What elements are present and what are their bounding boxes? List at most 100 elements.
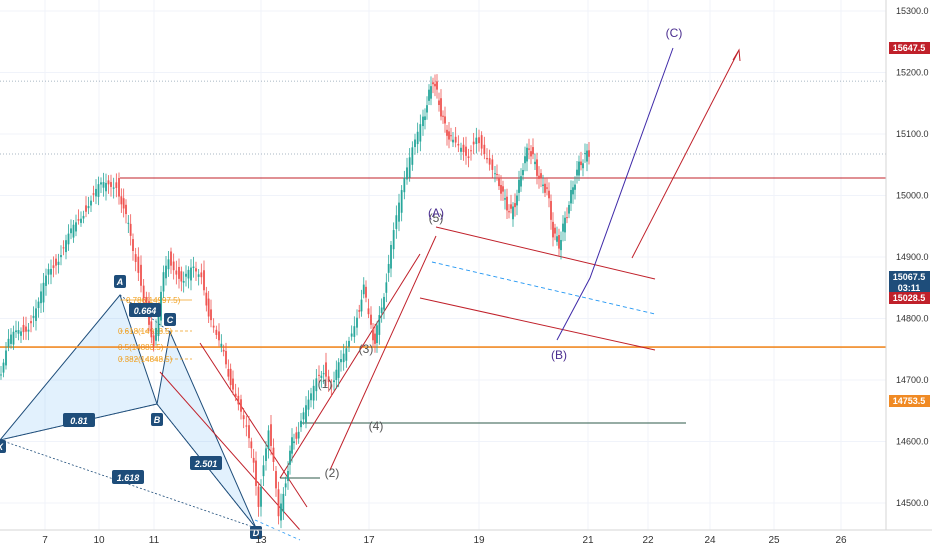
projection-arrow-line — [631, 51, 739, 259]
candle-body — [428, 89, 430, 101]
candle-body — [110, 182, 112, 187]
candle-body — [215, 329, 218, 335]
candle-body — [10, 334, 12, 344]
candle-body — [434, 83, 436, 87]
pattern-ratio-badge — [129, 303, 161, 317]
pattern-point-label: B — [154, 415, 161, 425]
candle-body — [376, 325, 378, 344]
candle-body — [178, 266, 180, 279]
candle-body — [65, 240, 67, 253]
candle-body — [220, 343, 223, 347]
time-axis[interactable]: 7 10 11 13 17 19 21 22 24 25 26 — [42, 535, 847, 546]
candle-body — [524, 156, 526, 164]
candle-body — [486, 157, 488, 160]
candle-body — [588, 150, 590, 157]
channel-midline — [431, 261, 656, 315]
price-tag-box — [889, 42, 930, 54]
candle-body — [35, 308, 37, 321]
x-tick-label: 22 — [642, 535, 654, 546]
candle-body — [560, 239, 562, 251]
candle-body — [30, 321, 32, 324]
y-tick-label: 15300.0 — [896, 6, 929, 16]
price-tag-label: 15067.5 — [893, 272, 926, 282]
candle-body — [360, 299, 363, 312]
candle-body — [197, 274, 200, 277]
candle-body — [118, 177, 120, 197]
candle-body — [387, 263, 390, 273]
candle-body — [237, 395, 240, 405]
candle-body — [406, 167, 408, 180]
candle-body — [552, 221, 554, 238]
candle-body — [5, 350, 7, 366]
candle-body — [257, 486, 260, 507]
wave-projection — [556, 47, 741, 341]
candle-body — [422, 116, 424, 127]
candle-body — [526, 147, 528, 162]
candle-body — [12, 331, 15, 345]
candle-body — [442, 115, 444, 117]
candle-body — [270, 424, 272, 446]
candle-body — [277, 489, 280, 517]
candle-body — [155, 327, 157, 341]
candle-body — [2, 362, 5, 373]
candle-body — [350, 333, 353, 337]
y-tick-label: 15100.0 — [896, 129, 929, 139]
candle-body — [564, 217, 566, 233]
horizontal-levels: 1(15644.0) — [0, 80, 886, 424]
candle-body — [578, 161, 580, 176]
candle-body — [570, 190, 572, 204]
projection-path-c — [556, 47, 674, 341]
candle-body — [550, 201, 552, 220]
candle-body — [416, 131, 419, 145]
channel-line — [435, 226, 656, 280]
candle-body — [408, 157, 411, 178]
candle-body — [107, 180, 110, 185]
candle-body — [491, 159, 494, 170]
candle-body — [92, 193, 95, 195]
candle-body — [568, 204, 570, 214]
y-tick-label: 14800.0 — [896, 314, 929, 324]
candle-body — [392, 230, 395, 250]
candle-body — [302, 412, 305, 420]
pattern-ratio-badge — [63, 413, 95, 427]
candle-body — [528, 148, 530, 150]
channel-line — [329, 235, 437, 471]
candle-body — [315, 378, 318, 392]
x-tick-label: 26 — [835, 535, 847, 546]
candle-body — [514, 203, 516, 208]
candle-body — [32, 315, 35, 318]
price-tag-box — [889, 271, 930, 283]
candle-body — [172, 261, 175, 271]
candle-body — [400, 190, 403, 213]
trend-channels — [159, 226, 656, 541]
candle-body — [448, 131, 450, 140]
candle-body — [516, 195, 518, 206]
candle-body — [200, 272, 203, 278]
candle-body — [22, 324, 25, 333]
candle-body — [419, 124, 422, 142]
candle-body — [520, 176, 522, 187]
candle-body — [275, 471, 277, 489]
candle-body — [500, 184, 502, 194]
candle-body — [97, 184, 100, 197]
candle-body — [47, 269, 50, 275]
price-axis[interactable]: 14500.0 14600.0 14700.0 14800.0 14900.0 15000… — [896, 0, 929, 508]
candle-body — [40, 291, 42, 304]
candle-body — [242, 415, 245, 420]
candle-body — [380, 307, 383, 313]
candle-body — [262, 465, 265, 477]
candle-body — [57, 261, 60, 265]
candle-body — [225, 350, 227, 365]
candle-body — [289, 450, 291, 465]
x-tick-label: 24 — [704, 535, 716, 546]
candle-body — [17, 330, 20, 334]
candle-body — [467, 156, 470, 158]
candle-body — [556, 236, 558, 242]
fib-level-label: 0.618(14918.5) — [118, 327, 173, 336]
wave-label: (3) — [359, 342, 374, 356]
channel-line — [199, 342, 308, 508]
candle-body — [132, 239, 134, 251]
candle-body — [502, 186, 504, 192]
channel-line — [279, 253, 421, 479]
